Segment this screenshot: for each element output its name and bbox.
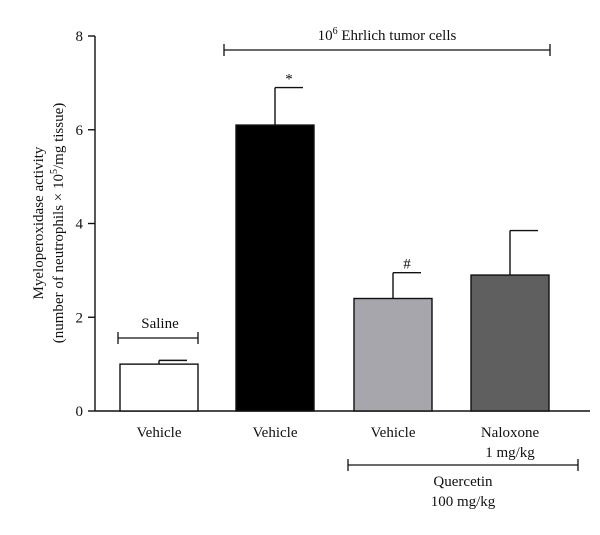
bar xyxy=(235,124,315,412)
category-label: Naloxone xyxy=(481,425,540,441)
bar xyxy=(470,274,550,412)
y-tick-label: 4 xyxy=(76,217,84,233)
annotations: 106 Ehrlich tumor cells Saline Quercetin… xyxy=(117,26,579,510)
category-label: Vehicle xyxy=(371,425,416,441)
quercetin-dose-label: 100 mg/kg xyxy=(431,494,496,510)
y-axis-label-line2: (number of neutrophils × 105/mg tissue) xyxy=(49,103,67,344)
significance-marker: * xyxy=(285,72,293,88)
bar xyxy=(119,363,199,412)
tumor-cells-label: 106 Ehrlich tumor cells xyxy=(318,26,457,44)
y-tick-label: 2 xyxy=(76,310,84,326)
category-sublabel: 1 mg/kg xyxy=(485,445,535,461)
y-tick-label: 8 xyxy=(76,29,84,45)
significance-marker: # xyxy=(403,257,411,273)
y-tick-label: 0 xyxy=(76,404,84,420)
y-tick-label: 6 xyxy=(76,123,84,139)
quercetin-label: Quercetin xyxy=(433,474,493,490)
bar xyxy=(353,297,433,412)
category-label: Vehicle xyxy=(137,425,182,441)
y-axis-label: Myeloperoxidase activity (number of neut… xyxy=(31,103,67,344)
saline-label: Saline xyxy=(141,316,179,332)
category-label: Vehicle xyxy=(253,425,298,441)
bars: Vehicle * Vehicle # Vehicle Naloxone 1 mg/kg xyxy=(119,72,550,461)
y-axis-label-line1: Myeloperoxidase activity xyxy=(31,146,47,299)
